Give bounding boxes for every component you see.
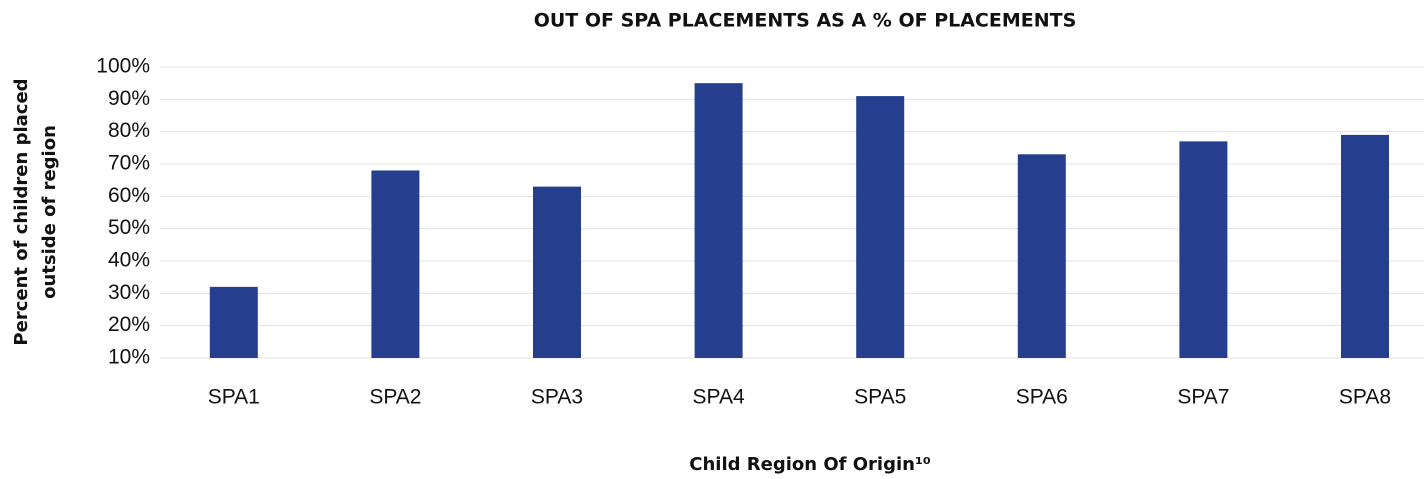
y-axis-title-line: outside of region	[39, 125, 60, 299]
bar	[1341, 134, 1389, 358]
x-tick-label: SPA6	[1016, 386, 1068, 409]
y-tick-label: 70%	[108, 152, 150, 175]
bar	[1017, 154, 1066, 358]
bar	[533, 186, 581, 358]
y-tick-label: 30%	[108, 281, 150, 304]
x-tick-label: SPA2	[369, 386, 421, 409]
x-tick-label: SPA4	[693, 386, 745, 409]
y-tick-label: 10%	[108, 346, 150, 369]
bar	[1179, 141, 1228, 358]
x-tick-label: SPA1	[208, 386, 260, 409]
x-tick-label: SPA7	[1177, 386, 1229, 409]
y-axis-title: Percent of children placed outside of re…	[11, 78, 60, 345]
bar	[209, 286, 258, 358]
y-axis-title-line: Percent of children placed	[11, 78, 32, 345]
y-tick-label: 50%	[108, 216, 150, 239]
x-tick-label: SPA5	[854, 386, 906, 409]
y-tick-label: 100%	[96, 55, 150, 78]
y-tick-label: 80%	[108, 119, 150, 142]
bar	[371, 170, 420, 358]
x-tick-label: SPA3	[531, 386, 583, 409]
y-tick-label: 20%	[108, 313, 150, 336]
bar	[694, 83, 743, 359]
y-tick-label: 60%	[108, 184, 150, 207]
y-tick-label: 40%	[108, 249, 150, 272]
bar	[856, 96, 905, 358]
x-tick-label: SPA8	[1339, 386, 1391, 409]
x-axis-title: Child Region Of Origin¹⁰	[689, 454, 931, 475]
chart-title: OUT OF SPA PLACEMENTS AS A % OF PLACEMEN…	[534, 10, 1077, 32]
y-tick-label: 90%	[108, 87, 150, 110]
